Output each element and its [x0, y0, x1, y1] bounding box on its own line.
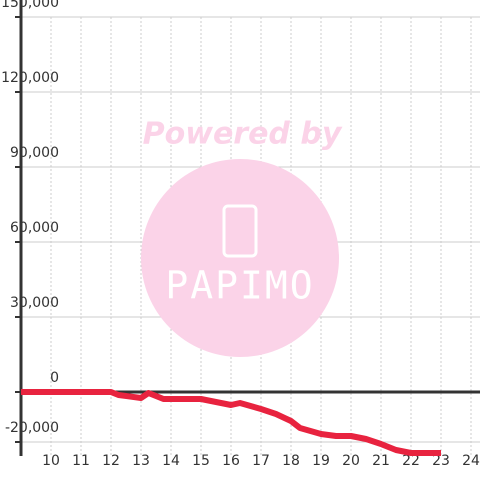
x-tick-label: 10 [42, 453, 60, 469]
x-tick-label: 20 [342, 453, 360, 469]
watermark: Powered by PAPIMO [141, 117, 343, 357]
x-tick-label: 22 [402, 453, 420, 469]
x-tick-label: 13 [132, 453, 150, 469]
watermark-logo: PAPIMO [165, 264, 314, 308]
x-tick-label: 14 [162, 453, 180, 469]
x-tick-label: 23 [432, 453, 450, 469]
y-tick-label: 60,000 [10, 220, 59, 236]
watermark-icon [222, 204, 258, 258]
x-tick-label: 24 [462, 453, 480, 469]
x-tick-label: 12 [102, 453, 120, 469]
y-tick-label: 150,000 [1, 0, 59, 11]
x-tick-label: 18 [282, 453, 300, 469]
y-tick-label: 120,000 [1, 70, 59, 86]
watermark-circle [141, 159, 339, 357]
y-tick-label: -20,000 [5, 420, 59, 436]
x-tick-label: 15 [192, 453, 210, 469]
y-tick-label: 90,000 [10, 145, 59, 161]
y-tick-label: 0 [50, 370, 59, 386]
x-tick-label: 21 [372, 453, 390, 469]
x-tick-label: 19 [312, 453, 330, 469]
data-line [21, 389, 441, 456]
x-tick-label: 11 [72, 453, 90, 469]
x-tick-label: 16 [222, 453, 240, 469]
x-tick-label: 17 [252, 453, 270, 469]
watermark-text: Powered by [143, 117, 343, 152]
y-tick-label: 30,000 [10, 295, 59, 311]
